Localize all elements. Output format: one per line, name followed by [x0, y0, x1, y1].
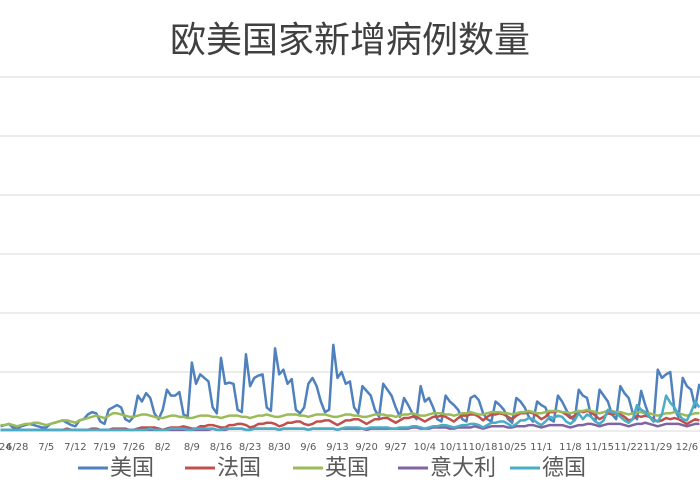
x-tick-label: 11/29 [643, 442, 672, 453]
x-tick-label: 7/19 [93, 442, 115, 453]
x-tick-label: 8/30 [268, 442, 290, 453]
x-tick-label: 9/6 [300, 442, 316, 453]
series-line [0, 343, 700, 430]
x-tick-label: 12/6 [676, 442, 698, 453]
x-tick-label: 8/16 [210, 442, 232, 453]
series-line [0, 408, 700, 428]
series-line [0, 394, 700, 432]
x-tick-label: 8/9 [184, 442, 200, 453]
x-tick-label: 10/25 [498, 442, 527, 453]
chart-title: 欧美国家新增病例数量 [170, 20, 530, 61]
x-tick-label: 9/20 [355, 442, 377, 453]
x-tick-label: 9/13 [326, 442, 348, 453]
x-tick-label: 6/24 [0, 442, 12, 453]
legend-label: 意大利 [430, 456, 496, 481]
x-tick-label: 11/1 [530, 442, 552, 453]
x-tick-label: 6/28 [6, 442, 28, 453]
x-tick-label: 11/8 [559, 442, 581, 453]
x-tick-label: 8/23 [239, 442, 261, 453]
x-tick-label: 10/18 [469, 442, 498, 453]
x-tick-label: 11/22 [614, 442, 643, 453]
x-tick-label: 7/5 [38, 442, 54, 453]
legend-label: 美国 [110, 456, 154, 481]
x-tick-label: 7/12 [64, 442, 86, 453]
legend-label: 英国 [325, 456, 369, 481]
legend-label: 德国 [542, 456, 586, 481]
x-tick-label: 8/2 [155, 442, 171, 453]
x-tick-label: 7/26 [122, 442, 144, 453]
x-tick-label: 11/15 [585, 442, 614, 453]
legend-label: 法国 [217, 456, 261, 481]
x-tick-label: 10/4 [414, 442, 436, 453]
x-tick-label: 9/27 [384, 442, 406, 453]
x-tick-label: 10/11 [440, 442, 469, 453]
